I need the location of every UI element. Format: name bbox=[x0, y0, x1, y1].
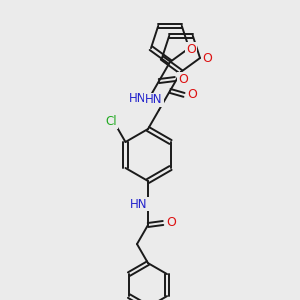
Text: O: O bbox=[187, 88, 197, 101]
Text: O: O bbox=[186, 43, 196, 56]
Text: O: O bbox=[166, 217, 176, 230]
Text: O: O bbox=[178, 73, 188, 85]
Text: HN: HN bbox=[130, 197, 148, 211]
Text: HN: HN bbox=[129, 92, 147, 105]
Text: Cl: Cl bbox=[105, 115, 117, 128]
Text: O: O bbox=[202, 52, 212, 64]
Text: HN: HN bbox=[145, 93, 163, 106]
